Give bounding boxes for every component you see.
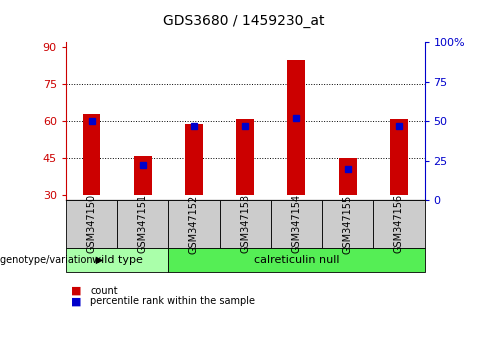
Text: GSM347152: GSM347152: [189, 194, 199, 253]
Text: GSM347153: GSM347153: [240, 194, 250, 253]
Text: GSM347151: GSM347151: [138, 194, 148, 253]
Text: GSM347156: GSM347156: [394, 194, 404, 253]
Text: genotype/variation ▶: genotype/variation ▶: [0, 255, 103, 265]
Text: count: count: [90, 286, 118, 296]
Bar: [185, 124, 203, 195]
Text: ■: ■: [71, 286, 81, 296]
Bar: [390, 119, 408, 195]
Bar: [287, 60, 305, 195]
Text: percentile rank within the sample: percentile rank within the sample: [90, 296, 255, 306]
Bar: [134, 156, 152, 195]
Text: ■: ■: [71, 296, 81, 306]
Text: GDS3680 / 1459230_at: GDS3680 / 1459230_at: [163, 14, 325, 28]
Text: GSM347150: GSM347150: [86, 194, 97, 253]
Text: calreticulin null: calreticulin null: [254, 255, 339, 265]
Text: GSM347154: GSM347154: [291, 194, 302, 253]
Text: GSM347155: GSM347155: [343, 194, 353, 253]
Text: wild type: wild type: [92, 255, 142, 265]
Bar: [236, 119, 254, 195]
Bar: [339, 158, 357, 195]
Bar: [82, 114, 101, 195]
